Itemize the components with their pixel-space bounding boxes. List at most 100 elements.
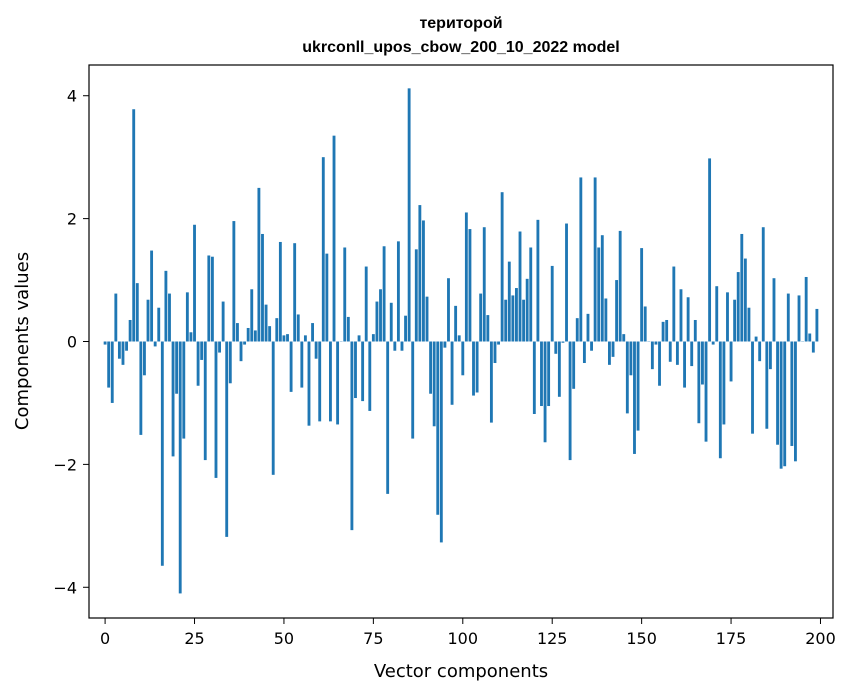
chart-title-line2: ukrconll_upos_cbow_200_10_2022 model xyxy=(302,39,619,56)
bar xyxy=(611,341,615,357)
bar xyxy=(307,341,311,426)
bar xyxy=(618,230,622,342)
bar xyxy=(472,341,475,396)
bar xyxy=(711,341,715,345)
bar xyxy=(361,341,365,402)
bar xyxy=(629,341,633,376)
x-tick-label: 150 xyxy=(626,629,657,648)
bar xyxy=(522,299,526,342)
bar xyxy=(679,289,683,342)
bar xyxy=(343,247,347,342)
x-tick-label: 25 xyxy=(184,629,204,648)
bar xyxy=(350,341,354,531)
bar xyxy=(507,261,511,342)
bar xyxy=(794,341,797,462)
bar xyxy=(525,278,529,342)
bar xyxy=(532,341,536,414)
x-axis-label: Vector components xyxy=(374,661,548,682)
y-axis-label: Components values xyxy=(12,252,33,430)
bar xyxy=(318,341,322,422)
bar xyxy=(547,341,551,407)
bar xyxy=(268,326,272,342)
bar xyxy=(132,109,136,342)
y-tick-label: 0 xyxy=(67,333,77,352)
bar xyxy=(329,341,332,422)
bar xyxy=(482,227,486,342)
bar xyxy=(400,341,404,351)
bar xyxy=(464,212,468,342)
bar xyxy=(250,289,254,342)
bar xyxy=(776,341,779,445)
bar xyxy=(797,295,801,342)
x-axis-ticks: 0 25 50 75 100 125 150 175 200 xyxy=(100,618,836,648)
bar xyxy=(193,224,196,342)
x-tick-label: 175 xyxy=(716,629,747,648)
bar xyxy=(633,341,636,454)
bar xyxy=(379,289,382,342)
bar xyxy=(189,332,193,342)
bar xyxy=(697,341,701,424)
bar xyxy=(425,296,429,342)
bar xyxy=(225,341,229,537)
bar xyxy=(489,341,493,423)
bar xyxy=(665,319,669,342)
bar xyxy=(615,280,619,342)
bar xyxy=(418,205,422,342)
bar xyxy=(608,341,611,365)
bar xyxy=(751,341,754,434)
bar xyxy=(565,223,568,342)
bar xyxy=(593,177,597,342)
bar xyxy=(675,341,679,365)
bar xyxy=(790,341,794,446)
bar xyxy=(168,293,171,342)
bar xyxy=(364,266,368,342)
bar xyxy=(107,341,111,388)
bar xyxy=(604,298,608,342)
bar xyxy=(289,341,293,392)
bar xyxy=(475,341,479,393)
bar xyxy=(282,335,286,342)
bar xyxy=(575,318,579,342)
bar xyxy=(518,231,522,342)
bar xyxy=(293,243,297,342)
bar xyxy=(443,341,447,348)
bar xyxy=(701,341,704,385)
bar xyxy=(722,341,726,425)
bar xyxy=(447,278,450,342)
bar xyxy=(461,341,465,376)
bar xyxy=(314,341,318,359)
bar xyxy=(422,220,425,342)
bar xyxy=(636,341,640,431)
bar xyxy=(253,330,257,342)
bar xyxy=(497,341,500,345)
bar xyxy=(125,341,128,351)
bar xyxy=(740,233,744,342)
bar xyxy=(325,253,329,342)
bar xyxy=(747,307,751,342)
bar xyxy=(103,341,107,345)
bar xyxy=(672,266,676,342)
bar xyxy=(278,241,282,342)
bar xyxy=(540,341,543,407)
bar xyxy=(139,341,143,435)
bar xyxy=(411,341,415,439)
bar xyxy=(715,286,719,342)
y-axis-ticks: −4 −2 0 2 4 xyxy=(53,87,89,597)
bar xyxy=(815,308,819,342)
bar xyxy=(275,318,279,342)
bar xyxy=(303,335,307,342)
bar xyxy=(729,341,733,382)
bar xyxy=(783,341,787,467)
bar xyxy=(733,299,737,342)
bar xyxy=(178,341,182,594)
bar xyxy=(586,313,590,342)
x-tick-label: 200 xyxy=(805,629,836,648)
bar xyxy=(203,341,207,461)
bar xyxy=(765,341,769,429)
bar xyxy=(271,341,275,475)
bar xyxy=(486,315,490,342)
bar xyxy=(754,336,758,342)
bar xyxy=(414,249,418,342)
bars-group xyxy=(103,88,819,594)
bar xyxy=(321,157,325,342)
